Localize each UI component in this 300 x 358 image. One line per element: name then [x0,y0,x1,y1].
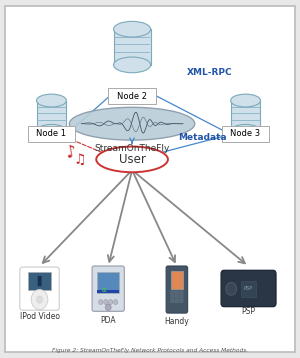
Ellipse shape [96,146,168,172]
Text: ▐: ▐ [33,276,40,286]
FancyBboxPatch shape [5,6,295,352]
FancyBboxPatch shape [175,291,179,294]
FancyBboxPatch shape [171,291,174,294]
FancyBboxPatch shape [171,295,174,299]
Text: Handy: Handy [164,317,189,326]
FancyBboxPatch shape [222,126,269,142]
Ellipse shape [231,125,260,137]
Circle shape [99,300,103,305]
Text: Metadata: Metadata [178,134,227,142]
FancyBboxPatch shape [171,299,174,303]
Text: Figure 2: StreamOnTheFly Network Protocols and Access Methods.: Figure 2: StreamOnTheFly Network Protoco… [52,348,248,353]
Text: IPod Video: IPod Video [20,312,59,321]
FancyBboxPatch shape [28,126,75,142]
Circle shape [109,300,113,305]
Text: PDA: PDA [100,316,116,325]
Ellipse shape [105,304,111,311]
Bar [114,29,151,65]
Ellipse shape [114,21,151,37]
FancyBboxPatch shape [92,266,124,311]
FancyBboxPatch shape [241,281,256,297]
FancyBboxPatch shape [180,295,183,299]
Text: User: User [118,153,146,166]
FancyBboxPatch shape [166,266,188,313]
FancyBboxPatch shape [180,291,183,294]
Ellipse shape [69,107,195,140]
Text: ♫: ♫ [74,153,86,166]
FancyBboxPatch shape [20,267,59,310]
Circle shape [226,282,237,295]
Ellipse shape [37,94,66,107]
Bar [37,101,66,131]
FancyBboxPatch shape [175,299,179,303]
FancyBboxPatch shape [221,270,276,307]
Bar [231,101,260,131]
FancyBboxPatch shape [180,299,183,303]
Text: Node 1: Node 1 [37,129,67,138]
Circle shape [37,296,43,303]
FancyBboxPatch shape [28,272,52,290]
Text: Node 3: Node 3 [230,129,261,138]
Text: PSP: PSP [242,307,256,316]
FancyBboxPatch shape [109,88,156,105]
Text: ♪: ♪ [64,142,78,162]
Ellipse shape [37,125,66,137]
FancyBboxPatch shape [98,290,119,293]
FancyBboxPatch shape [98,272,119,293]
FancyBboxPatch shape [175,295,179,299]
Ellipse shape [114,57,151,73]
Text: Node 2: Node 2 [117,92,147,101]
Text: PSP: PSP [244,286,253,291]
Circle shape [114,300,118,305]
Circle shape [104,300,108,305]
Text: XML-RPC: XML-RPC [187,68,233,77]
FancyBboxPatch shape [171,271,183,289]
Text: StreamOnTheFly: StreamOnTheFly [94,144,170,154]
Text: ⊞: ⊞ [101,289,106,294]
Circle shape [31,290,48,310]
Ellipse shape [231,94,260,107]
